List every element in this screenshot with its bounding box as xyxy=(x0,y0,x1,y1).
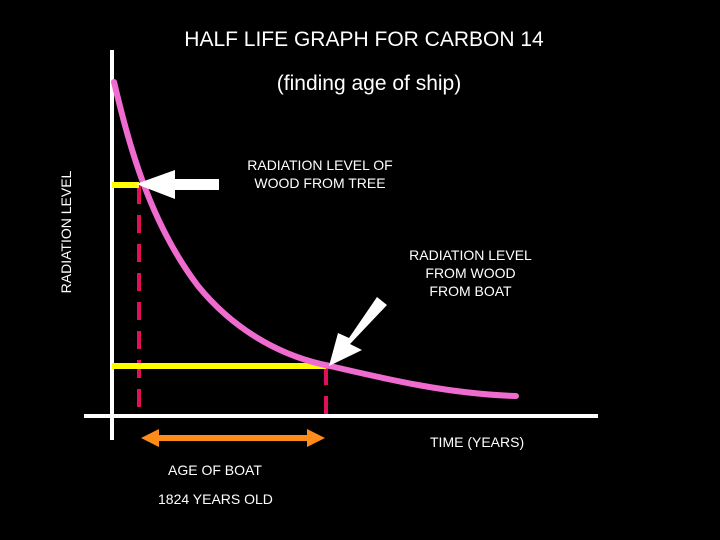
tree-callout-line: RADIATION LEVEL OF xyxy=(247,157,393,173)
decay-curve xyxy=(111,79,519,399)
age-of-boat-value: 1824 YEARS OLD xyxy=(158,491,273,507)
boat-radiation-callout: RADIATION LEVEL FROM WOOD FROM BOAT xyxy=(378,246,563,300)
diagram-title: HALF LIFE GRAPH FOR CARBON 14 xyxy=(184,28,544,51)
x-axis-label: TIME (YEARS) xyxy=(430,434,525,450)
boat-callout-line: FROM WOOD xyxy=(425,265,516,281)
age-of-boat-label: AGE OF BOAT xyxy=(168,462,262,478)
tree-radiation-callout: RADIATION LEVEL OF WOOD FROM TREE xyxy=(220,156,420,192)
diagram-subtitle: (finding age of ship) xyxy=(276,72,462,95)
boat-pointer-arrow xyxy=(329,297,387,366)
tree-callout-line: WOOD FROM TREE xyxy=(254,175,386,191)
tree-pointer-arrow xyxy=(136,170,219,199)
boat-callout-line: FROM BOAT xyxy=(429,283,512,299)
boat-callout-line: RADIATION LEVEL xyxy=(409,247,532,263)
